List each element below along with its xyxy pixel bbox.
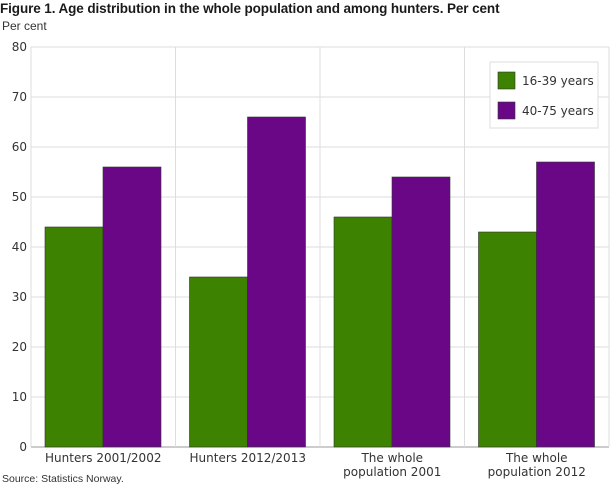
y-tick-label: 80	[12, 40, 27, 54]
x-tick-label: Hunters 2001/2002	[45, 451, 161, 465]
bar-16-39-years-3	[478, 231, 537, 448]
x-tick-label: The whole	[505, 451, 568, 465]
x-tick-label: The whole	[360, 451, 423, 465]
legend-swatch	[497, 101, 516, 120]
y-tick-label: 0	[19, 440, 27, 454]
y-tick-label: 70	[12, 90, 27, 104]
bar-40-75-years-3	[536, 161, 595, 448]
legend-label: 40-75 years	[522, 104, 594, 118]
legend-swatch	[497, 71, 516, 90]
y-tick-label: 50	[12, 190, 27, 204]
y-tick-label: 10	[12, 390, 27, 404]
y-tick-label: 60	[12, 140, 27, 154]
x-tick-label: population 2012	[488, 465, 586, 479]
bar-40-75-years-1	[247, 116, 306, 448]
chart-title: Figure 1. Age distribution in the whole …	[0, 1, 500, 16]
x-tick-label: Hunters 2012/2013	[190, 451, 306, 465]
bar-40-75-years-0	[102, 166, 162, 448]
y-axis-label: Per cent	[2, 19, 47, 33]
y-tick-label: 20	[12, 340, 27, 354]
source-note: Source: Statistics Norway.	[2, 473, 124, 485]
y-tick-label: 30	[12, 290, 27, 304]
bar-16-39-years-2	[333, 216, 393, 448]
bar-40-75-years-2	[391, 176, 451, 448]
x-tick-label: population 2001	[343, 465, 441, 479]
bar-16-39-years-0	[44, 226, 104, 448]
bar-16-39-years-1	[189, 276, 248, 448]
legend-label: 16-39 years	[522, 74, 594, 88]
y-tick-label: 40	[12, 240, 27, 254]
